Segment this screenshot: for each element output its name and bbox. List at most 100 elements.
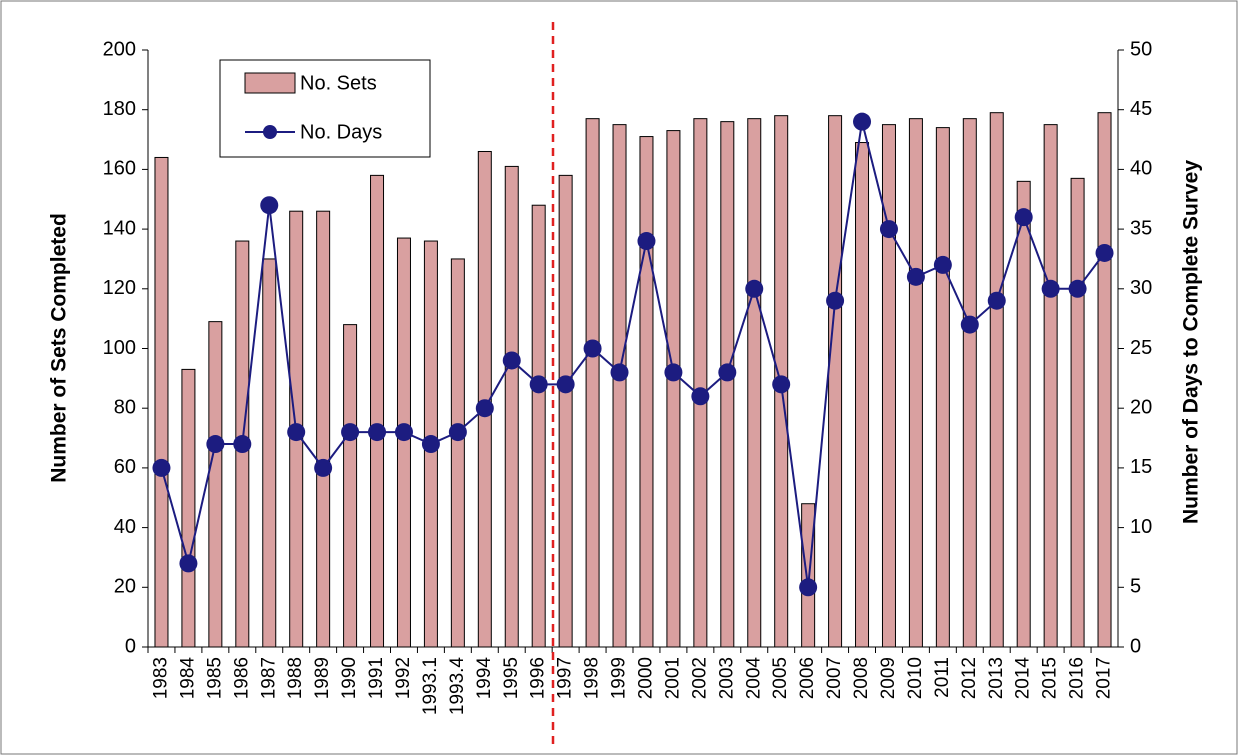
bar [881,124,896,648]
y-tick-label: 100 [103,337,136,359]
x-tick-label: 2008 [851,657,872,699]
x-tick-label: 1994 [474,657,495,700]
bar [531,204,546,648]
plot-area [142,49,1124,653]
marker [960,315,979,334]
bar [316,210,331,648]
y2-tick-label: 10 [1130,516,1152,538]
x-tick-label: 1998 [582,657,603,699]
marker [368,423,387,442]
bar [154,156,169,648]
x-tick-label: 1999 [609,657,630,699]
y2-tick-label: 40 [1130,158,1152,180]
bar [935,127,950,648]
x-tick-label: 2005 [770,657,791,699]
marker [394,423,413,442]
y2-tick-label: 20 [1130,396,1152,418]
x-tick-label: 2014 [1013,657,1034,700]
marker [987,291,1006,310]
legend-label: No. Days [300,121,382,143]
y2-tick-label: 15 [1130,456,1152,478]
marker [853,112,872,131]
bar [801,503,816,648]
bar [855,142,870,648]
bar [262,258,277,648]
x-tick-label: 2009 [878,657,899,699]
marker [502,351,521,370]
marker [314,458,333,477]
y-tick-label: 20 [114,576,136,598]
marker [1041,279,1060,298]
marker [1068,279,1087,298]
y2-tick-label: 5 [1130,576,1141,598]
bar [558,174,573,648]
y2-tick-label: 35 [1130,217,1152,239]
marker [260,196,279,215]
marker [610,363,629,382]
legend-swatch [244,72,296,94]
x-tick-label: 2011 [932,657,953,698]
x-tick-label: 2016 [1067,657,1088,699]
bar [585,118,600,648]
marker [179,554,198,573]
y2-tick-label: 25 [1130,337,1152,359]
marker [772,375,791,394]
y-tick-label: 60 [114,456,136,478]
marker [1095,243,1114,262]
marker [691,387,710,406]
bar [208,321,223,648]
marker [664,363,683,382]
marker [799,578,818,597]
x-tick-label: 1990 [339,657,360,699]
y-tick-label: 140 [103,217,136,239]
marker [206,435,225,454]
bar [639,136,654,648]
marker [826,291,845,310]
marker [152,458,171,477]
bar [908,118,923,648]
bar [989,112,1004,648]
x-tick-label: 2000 [635,657,656,699]
y-tick-label: 180 [103,98,136,120]
x-tick-label: 2013 [986,657,1007,699]
marker [421,435,440,454]
y-tick-label: 120 [103,277,136,299]
marker [448,423,467,442]
x-tick-label: 1991 [366,657,387,699]
y2-tick-label: 0 [1130,635,1141,657]
legend-marker [263,125,277,139]
x-tick-label: 2017 [1094,657,1115,699]
bar [370,174,385,648]
y-tick-label: 80 [114,396,136,418]
x-tick-label: 2015 [1040,657,1061,699]
marker [583,339,602,358]
x-tick-label: 1987 [258,657,279,699]
x-tick-label: 2002 [689,657,710,699]
bar [1097,112,1112,648]
y2-axis-title: Number of Days to Complete Survey [1180,160,1203,524]
marker [933,255,952,274]
marker [906,267,925,286]
marker [1014,208,1033,227]
x-tick-label: 1995 [501,657,522,699]
x-tick-label: 1996 [528,657,549,699]
y-tick-label: 200 [103,38,136,60]
bar [666,130,681,648]
bar [693,118,708,648]
bar [1070,177,1085,648]
marker [718,363,737,382]
x-tick-label: 1992 [393,657,414,699]
bar [450,258,465,648]
bar [720,121,735,648]
marker [637,232,656,251]
bar [962,118,977,648]
bar [343,324,358,648]
marker [745,279,764,298]
marker [879,220,898,239]
x-tick-label: 1989 [312,657,333,699]
legend-label: No. Sets [300,72,377,94]
x-tick-label: 2010 [905,657,926,699]
x-tick-label: 1993.1 [420,657,441,715]
x-tick-label: 2004 [743,657,764,700]
